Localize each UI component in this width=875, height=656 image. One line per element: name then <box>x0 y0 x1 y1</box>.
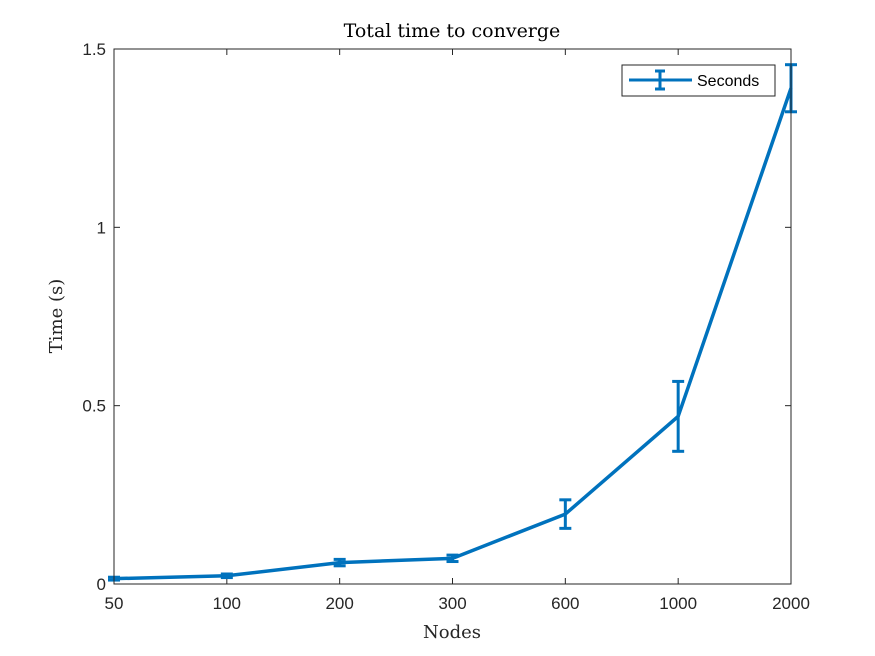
x-axis-label: Nodes <box>423 622 481 643</box>
legend: Seconds <box>621 64 776 97</box>
y-tick-label: 0 <box>97 575 106 594</box>
x-tick-label: 2000 <box>772 594 810 613</box>
x-tick-label: 1000 <box>659 594 697 613</box>
legend-label-seconds: Seconds <box>697 73 759 90</box>
x-tick-label: 100 <box>213 594 241 613</box>
x-tick-label: 50 <box>105 594 124 613</box>
x-tick-label: 200 <box>325 594 353 613</box>
y-tick-label: 1 <box>97 218 106 237</box>
axes-box <box>113 48 792 585</box>
y-axis-label: Time (s) <box>46 279 67 354</box>
plot-area <box>114 49 791 584</box>
y-tick-label: 1.5 <box>82 40 106 59</box>
x-tick-label: 300 <box>438 594 466 613</box>
x-tick-label: 600 <box>551 594 579 613</box>
y-tick-label: 0.5 <box>82 397 106 416</box>
chart-title: Total time to converge <box>344 20 561 42</box>
